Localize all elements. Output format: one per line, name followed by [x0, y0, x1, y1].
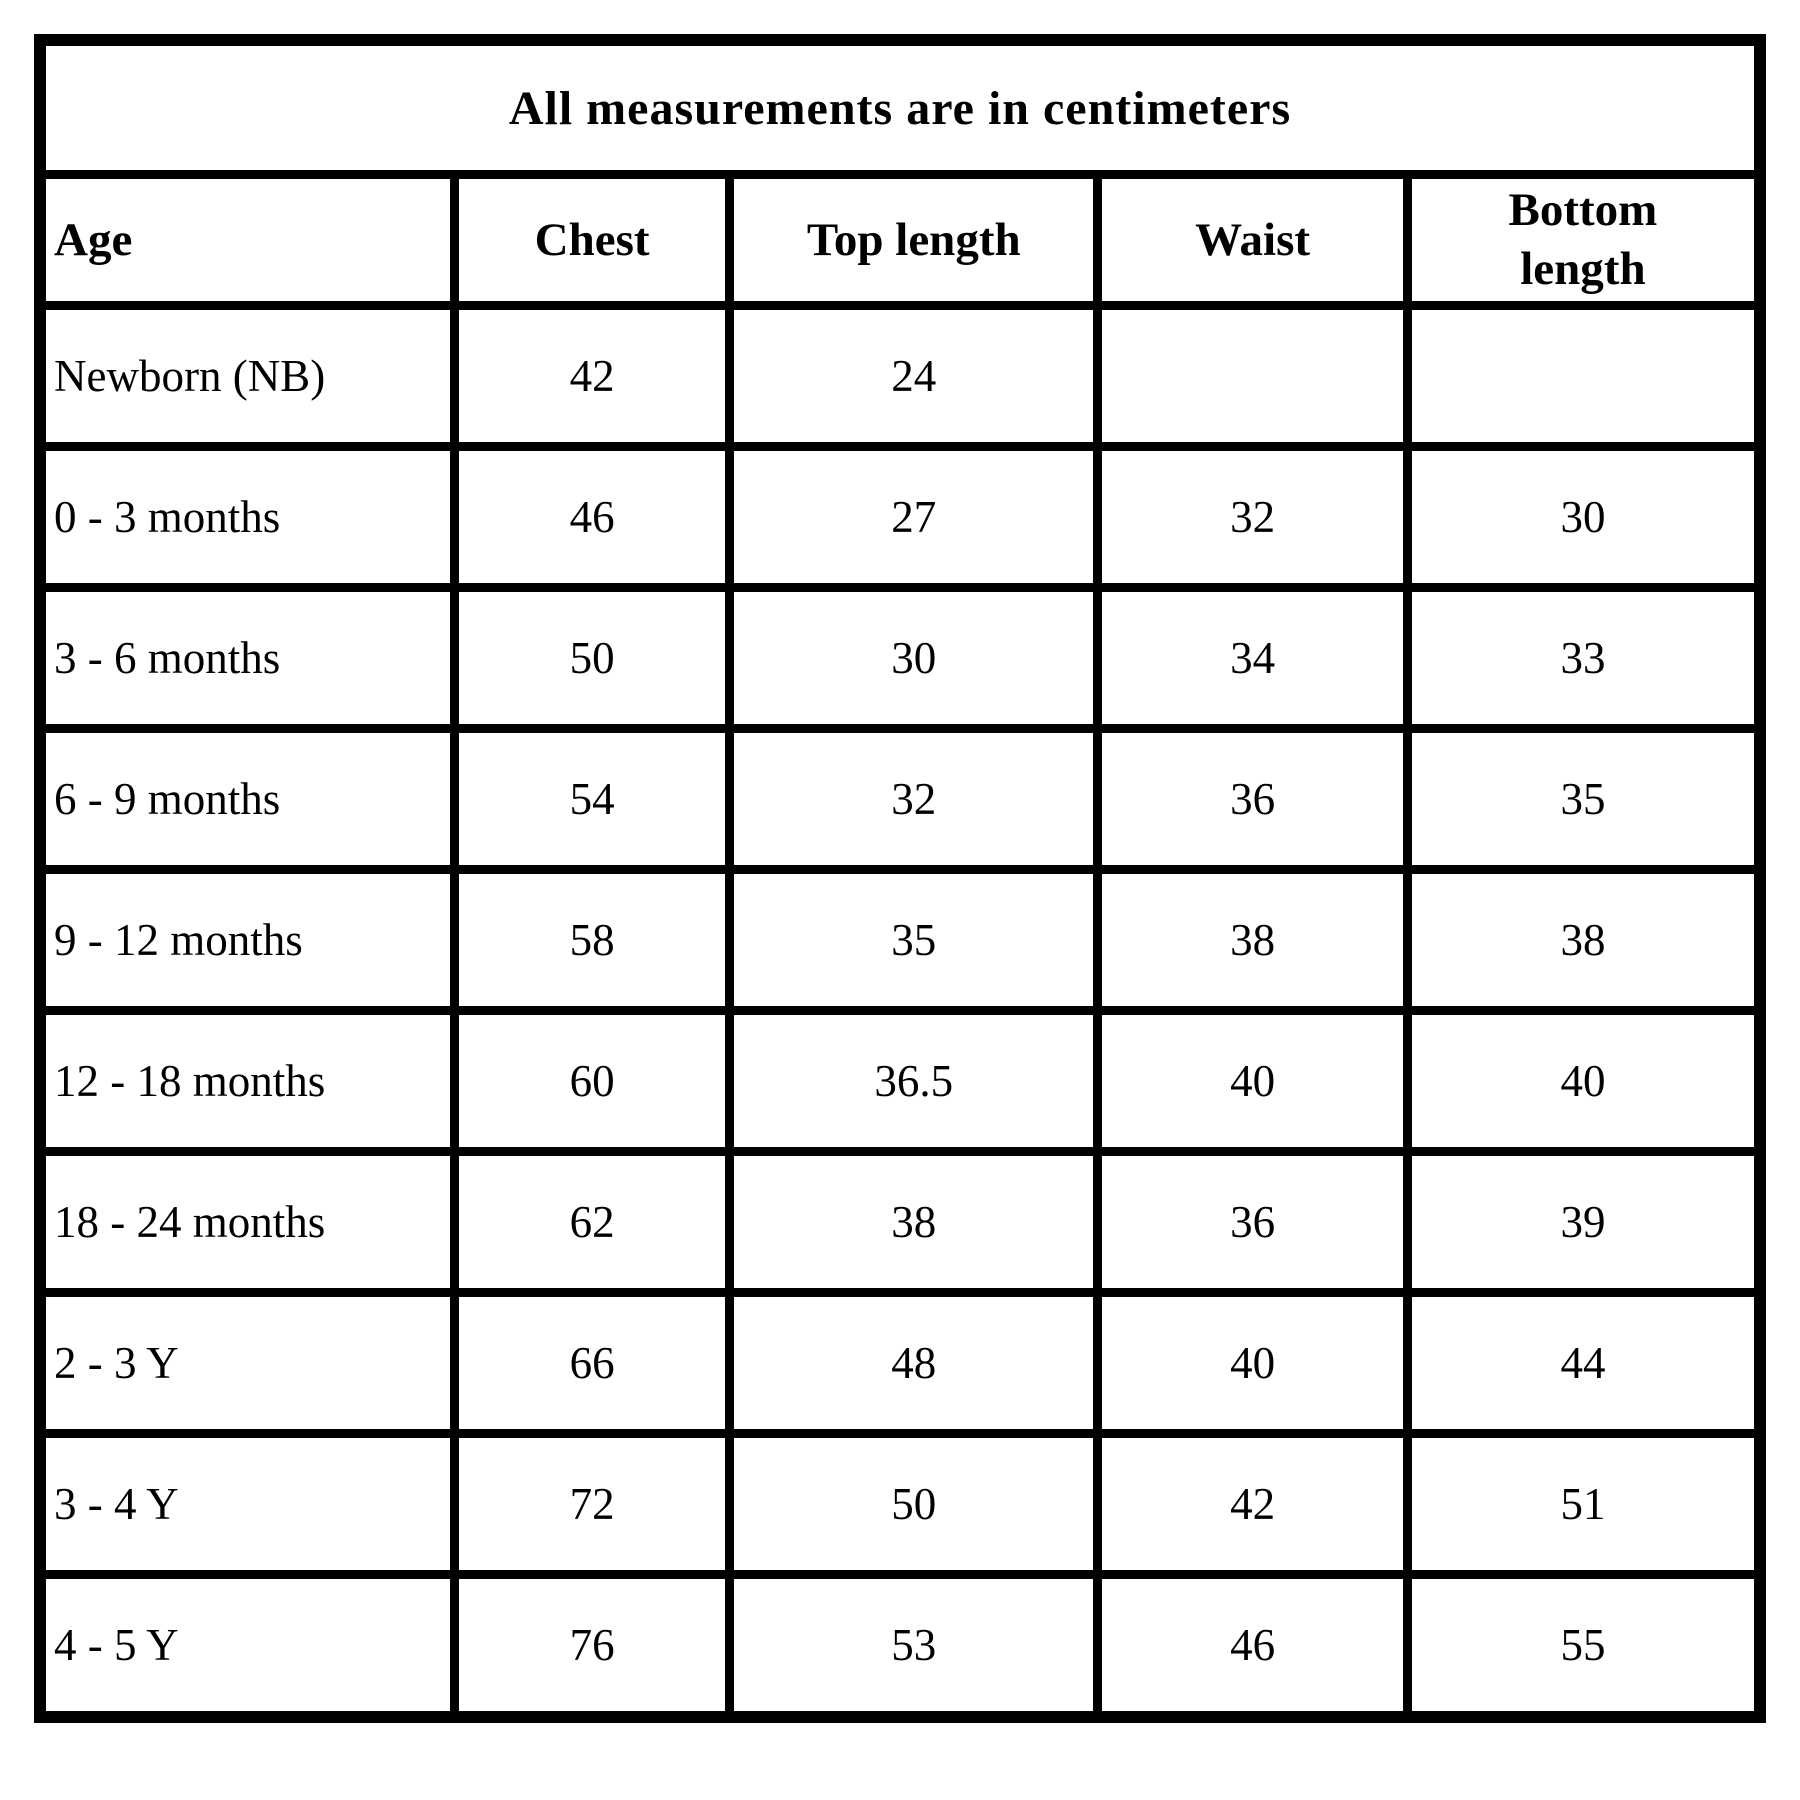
top-length-cell: 35: [725, 865, 1103, 1015]
top-length-cell: 27: [725, 442, 1103, 592]
bottom-length-cell: 40: [1402, 1006, 1765, 1156]
waist-cell: 38: [1093, 865, 1412, 1015]
bottom-length-cell: 44: [1402, 1288, 1765, 1438]
chest-cell: 54: [450, 724, 735, 874]
waist-cell: 32: [1093, 442, 1412, 592]
bottom-length-cell: 30: [1402, 442, 1765, 592]
age-cell: 3 - 6 months: [35, 583, 460, 733]
bottom-length-cell: 35: [1402, 724, 1765, 874]
age-cell: 0 - 3 months: [35, 442, 460, 592]
table-row: Newborn (NB) 42 24: [35, 301, 1765, 451]
column-header-bottom-length: Bottom length: [1402, 170, 1765, 310]
top-length-cell: 50: [725, 1429, 1103, 1579]
waist-cell: 42: [1093, 1429, 1412, 1579]
chest-cell: 46: [450, 442, 735, 592]
table-row: 18 - 24 months 62 38 36 39: [35, 1147, 1765, 1297]
age-cell: Newborn (NB): [35, 301, 460, 451]
age-cell: 3 - 4 Y: [35, 1429, 460, 1579]
waist-cell: [1093, 301, 1412, 451]
table-head: All measurements are in centimeters Age …: [35, 35, 1765, 310]
chest-cell: 58: [450, 865, 735, 1015]
chest-cell: 50: [450, 583, 735, 733]
table-row: 0 - 3 months 46 27 32 30: [35, 442, 1765, 592]
age-cell: 2 - 3 Y: [35, 1288, 460, 1438]
bottom-length-cell: 33: [1402, 583, 1765, 733]
waist-cell: 40: [1093, 1288, 1412, 1438]
top-length-cell: 24: [725, 301, 1103, 451]
bottom-length-cell: 55: [1402, 1570, 1765, 1722]
size-chart-table: All measurements are in centimeters Age …: [34, 34, 1766, 1723]
column-header-age: Age: [35, 170, 460, 310]
chest-cell: 62: [450, 1147, 735, 1297]
table-header-row: Age Chest Top length Waist Bottom length: [35, 170, 1765, 310]
column-header-chest: Chest: [450, 170, 735, 310]
chest-cell: 66: [450, 1288, 735, 1438]
top-length-cell: 30: [725, 583, 1103, 733]
table-row: 6 - 9 months 54 32 36 35: [35, 724, 1765, 874]
bottom-length-cell: 51: [1402, 1429, 1765, 1579]
top-length-cell: 36.5: [725, 1006, 1103, 1156]
bottom-length-cell: 39: [1402, 1147, 1765, 1297]
column-header-top-length: Top length: [725, 170, 1103, 310]
table-body: Newborn (NB) 42 24 0 - 3 months 46 27 32 30 3 - …: [35, 301, 1765, 1722]
table-row: 4 - 5 Y 76 53 46 55: [35, 1570, 1765, 1722]
top-length-cell: 53: [725, 1570, 1103, 1722]
table-title-row: All measurements are in centimeters: [35, 35, 1765, 179]
top-length-cell: 48: [725, 1288, 1103, 1438]
chest-cell: 60: [450, 1006, 735, 1156]
waist-cell: 46: [1093, 1570, 1412, 1722]
waist-cell: 34: [1093, 583, 1412, 733]
bottom-length-cell: [1402, 301, 1765, 451]
age-cell: 12 - 18 months: [35, 1006, 460, 1156]
bottom-length-cell: 38: [1402, 865, 1765, 1015]
table-row: 2 - 3 Y 66 48 40 44: [35, 1288, 1765, 1438]
waist-cell: 36: [1093, 1147, 1412, 1297]
table-row: 3 - 6 months 50 30 34 33: [35, 583, 1765, 733]
column-header-waist: Waist: [1093, 170, 1412, 310]
table-row: 9 - 12 months 58 35 38 38: [35, 865, 1765, 1015]
age-cell: 6 - 9 months: [35, 724, 460, 874]
waist-cell: 40: [1093, 1006, 1412, 1156]
top-length-cell: 38: [725, 1147, 1103, 1297]
waist-cell: 36: [1093, 724, 1412, 874]
chest-cell: 72: [450, 1429, 735, 1579]
age-cell: 4 - 5 Y: [35, 1570, 460, 1722]
age-cell: 9 - 12 months: [35, 865, 460, 1015]
chest-cell: 42: [450, 301, 735, 451]
top-length-cell: 32: [725, 724, 1103, 874]
chest-cell: 76: [450, 1570, 735, 1722]
table-row: 12 - 18 months 60 36.5 40 40: [35, 1006, 1765, 1156]
table-row: 3 - 4 Y 72 50 42 51: [35, 1429, 1765, 1579]
table-title: All measurements are in centimeters: [35, 35, 1765, 179]
age-cell: 18 - 24 months: [35, 1147, 460, 1297]
